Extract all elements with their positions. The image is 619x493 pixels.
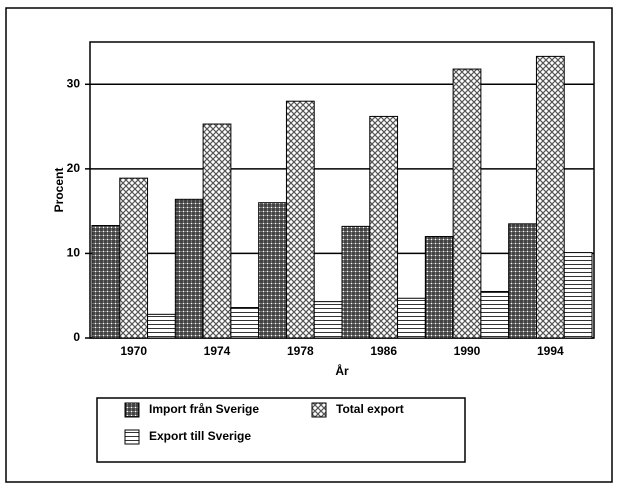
bar [230, 307, 260, 339]
x-tick-label: 1994 [537, 344, 564, 358]
x-tick-label: 1978 [287, 344, 314, 358]
x-tick-label: 1970 [120, 344, 147, 358]
frame [5, 7, 613, 483]
bar [508, 223, 537, 339]
y-tick-label: 30 [67, 76, 81, 90]
bar [369, 115, 399, 339]
bar [119, 177, 149, 339]
bar [452, 68, 482, 339]
x-tick-label: 1990 [454, 344, 481, 358]
bar [313, 301, 343, 339]
x-tick-label: 1974 [204, 344, 231, 358]
bar [285, 100, 315, 339]
legend-label: Import från Sverige [149, 402, 259, 416]
bar [563, 252, 593, 339]
y-tick-label: 10 [67, 246, 81, 260]
legend-swatch [124, 402, 140, 418]
bar [424, 236, 454, 339]
bar [258, 202, 287, 339]
bar [397, 297, 426, 339]
legend-label: Export till Sverige [149, 429, 251, 443]
bar [341, 225, 371, 339]
bar [202, 123, 232, 339]
y-axis-label: Procent [52, 168, 66, 213]
bar [480, 290, 510, 339]
y-tick-label: 0 [73, 330, 80, 344]
legend-label: Total export [336, 402, 404, 416]
y-tick-label: 20 [67, 161, 81, 175]
bar [147, 313, 176, 339]
legend-box [96, 397, 466, 463]
legend-swatch [124, 429, 140, 445]
bar [91, 225, 121, 339]
bar [174, 198, 204, 339]
x-tick-label: 1986 [370, 344, 397, 358]
legend-swatch [311, 402, 327, 418]
x-axis-label: År [335, 363, 349, 378]
bar [535, 55, 565, 339]
